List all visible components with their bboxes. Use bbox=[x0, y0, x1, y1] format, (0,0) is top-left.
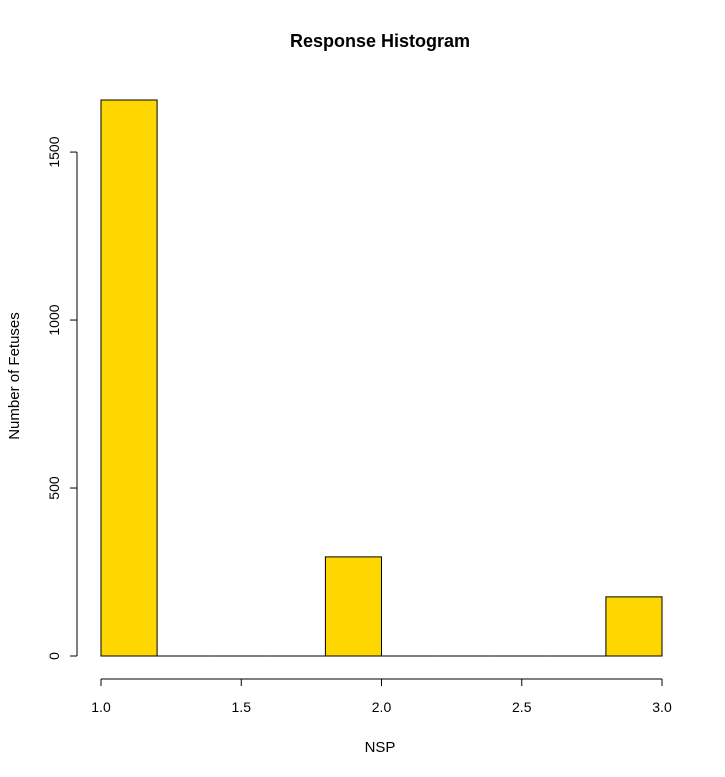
x-tick-label: 1.5 bbox=[232, 699, 252, 715]
y-tick-label: 0 bbox=[46, 652, 62, 660]
y-tick-label: 500 bbox=[46, 476, 62, 500]
x-tick-label: 3.0 bbox=[652, 699, 672, 715]
x-tick-label: 2.0 bbox=[372, 699, 392, 715]
y-tick-label: 1500 bbox=[46, 136, 62, 167]
bars-group bbox=[100, 99, 663, 657]
histogram-bar bbox=[605, 596, 663, 657]
x-tick-label: 2.5 bbox=[512, 699, 532, 715]
x-tick-label: 1.0 bbox=[91, 699, 111, 715]
y-tick-label: 1000 bbox=[46, 304, 62, 335]
x-axis: 1.0 1.5 2.0 2.5 3.0 bbox=[91, 678, 672, 715]
x-axis-label: NSP bbox=[365, 739, 396, 756]
y-axis: 0 500 1000 1500 bbox=[46, 136, 78, 660]
chart-title: Response Histogram bbox=[290, 31, 470, 51]
histogram-bar bbox=[324, 556, 382, 657]
y-axis-label: Number of Fetuses bbox=[6, 312, 23, 440]
histogram-bar bbox=[100, 99, 158, 657]
